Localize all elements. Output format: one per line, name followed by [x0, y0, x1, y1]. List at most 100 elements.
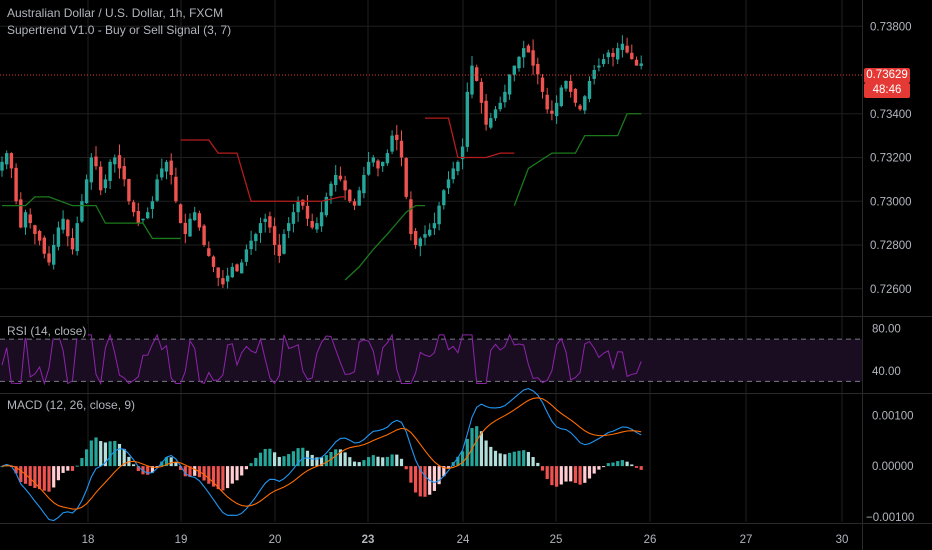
candle	[413, 231, 418, 245]
symbol-title[interactable]: Australian Dollar / U.S. Dollar, 1h, FXC…	[7, 6, 224, 20]
macd-histogram-bar	[559, 466, 563, 485]
macd-histogram-bar	[545, 466, 549, 480]
candle	[202, 225, 206, 245]
candle	[225, 275, 230, 282]
macd-histogram-bar	[188, 466, 192, 478]
candle	[103, 179, 108, 189]
supertrend-line-up	[2, 196, 181, 240]
candle	[559, 87, 563, 107]
price-tick-label: 0.73200	[870, 153, 912, 165]
axes[interactable]: 0.73800 0.73400 0.73200 0.73000 0.72800 0.726…	[82, 21, 915, 546]
candle	[183, 222, 187, 235]
macd-histogram-bar	[531, 456, 535, 467]
candle	[254, 234, 258, 242]
macd-histogram-bar	[277, 456, 281, 467]
candle	[249, 240, 253, 250]
candle	[174, 176, 178, 202]
candle	[141, 218, 145, 221]
macd-histogram-bar	[75, 465, 79, 467]
candle	[315, 223, 319, 230]
macd-histogram-bar	[522, 450, 526, 467]
macd-histogram-bar	[587, 466, 592, 479]
candle	[221, 278, 225, 285]
macd-histogram-bar	[244, 466, 248, 470]
supertrend-line-down	[180, 139, 346, 202]
candle	[606, 52, 610, 58]
candle	[19, 199, 23, 228]
candle	[287, 223, 291, 231]
candle	[272, 226, 277, 245]
candle	[460, 146, 465, 160]
macd-histogram-bar	[211, 466, 216, 487]
macd-histogram-bar	[437, 466, 441, 485]
candle	[507, 74, 512, 95]
macd-histogram-bar	[42, 466, 46, 491]
macd-histogram-bar	[550, 466, 554, 486]
macd-histogram-bar	[597, 466, 601, 470]
macd-histogram-bar	[70, 466, 75, 471]
candle	[554, 102, 559, 117]
candle	[564, 80, 568, 89]
macd-panel[interactable]	[0, 388, 643, 522]
rsi-panel[interactable]	[0, 333, 862, 386]
macd-histogram-bar	[639, 466, 643, 470]
supertrend-line-up	[344, 204, 425, 281]
macd-histogram-bar	[155, 466, 159, 468]
time-axis-label: 26	[644, 534, 657, 546]
candle	[329, 183, 333, 196]
macd-histogram-bar	[367, 457, 371, 467]
candle	[498, 102, 502, 110]
candle	[601, 59, 606, 65]
candle	[338, 175, 343, 180]
candle	[522, 48, 526, 58]
macd-histogram-bar	[578, 466, 582, 485]
candle	[244, 249, 249, 262]
bar-countdown-badge: 48:46	[864, 83, 910, 98]
macd-histogram-bar	[592, 466, 596, 474]
time-axis-label: 30	[836, 534, 849, 546]
macd-histogram-bar	[221, 466, 225, 491]
macd-histogram-bar	[602, 466, 606, 468]
candle	[80, 201, 84, 222]
last-price-badge: 0.73629	[864, 68, 910, 83]
macd-histogram-bar	[19, 466, 23, 483]
candle	[56, 227, 61, 247]
candle	[169, 160, 173, 175]
macd-line	[1, 388, 642, 522]
candle	[366, 161, 371, 175]
candle	[207, 248, 211, 256]
macd-histogram-bar	[390, 454, 394, 467]
rsi-tick-label: 40.00	[872, 366, 901, 378]
candle	[37, 230, 42, 241]
supertrend-legend[interactable]: Supertrend V1.0 - Buy or Sell Signal (3,…	[7, 23, 232, 37]
candle	[136, 210, 140, 224]
candle	[456, 161, 460, 172]
price-panel[interactable]	[0, 35, 643, 289]
candle	[611, 52, 615, 57]
candle	[277, 244, 281, 256]
candle	[42, 237, 46, 254]
candle	[89, 157, 93, 183]
price-tick-label: 0.73400	[870, 109, 912, 121]
candle	[197, 213, 202, 228]
candle	[376, 160, 380, 169]
macd-histogram-bar	[160, 461, 164, 467]
rsi-tick-label: 80.00	[872, 324, 901, 336]
macd-histogram-bar	[287, 454, 291, 467]
macd-histogram-bar	[117, 443, 122, 467]
rsi-legend[interactable]: RSI (14, close)	[7, 324, 89, 338]
macd-histogram-bar	[479, 431, 483, 467]
macd-legend[interactable]: MACD (12, 26, close, 9)	[7, 398, 136, 412]
candle	[639, 63, 643, 66]
candle	[146, 212, 150, 219]
candle	[0, 161, 4, 171]
candle	[432, 223, 437, 229]
macd-histogram-bar	[620, 460, 624, 467]
rsi-band	[0, 339, 862, 382]
candle	[127, 179, 131, 202]
macd-histogram-bar	[150, 466, 154, 473]
macd-histogram-bar	[103, 442, 107, 467]
candle	[597, 65, 601, 68]
